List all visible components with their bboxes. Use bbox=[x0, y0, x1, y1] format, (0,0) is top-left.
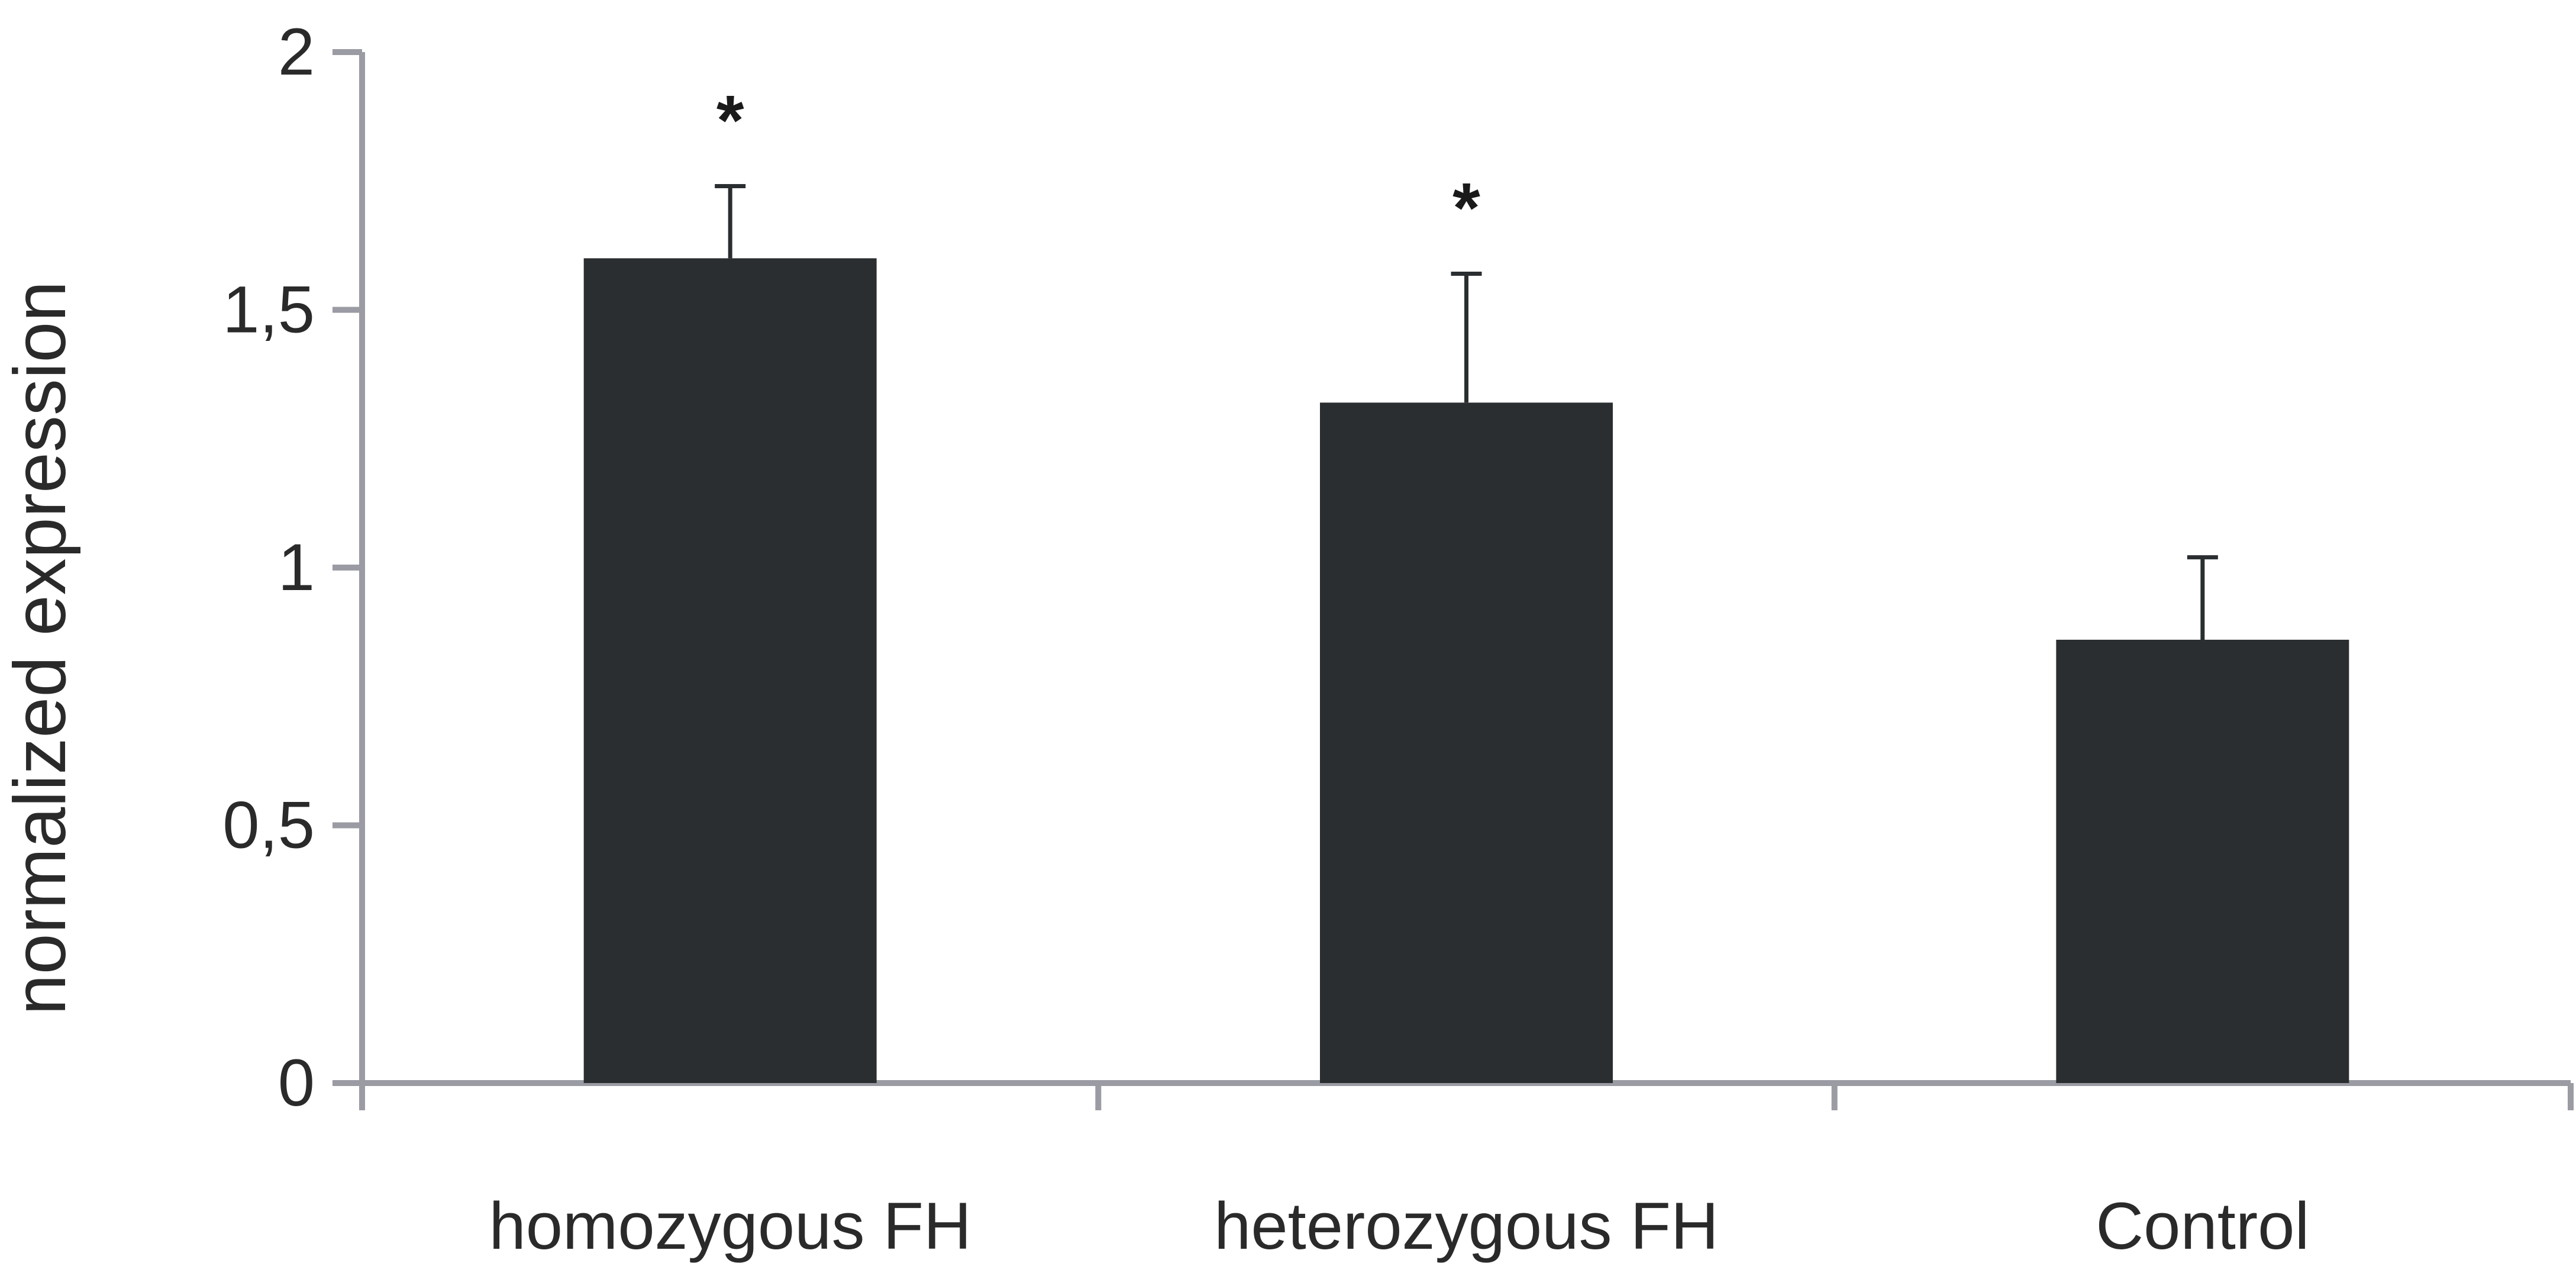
y-tick-label: 0,5 bbox=[222, 788, 315, 862]
x-category-label: heterozygous FH bbox=[1214, 1189, 1719, 1263]
bar bbox=[583, 258, 877, 1083]
bars bbox=[583, 183, 2349, 1083]
y-tick-label: 1 bbox=[278, 530, 315, 604]
significance-marker: * bbox=[716, 80, 744, 160]
bar bbox=[2056, 639, 2349, 1083]
x-category-label: homozygous FH bbox=[489, 1189, 971, 1263]
y-tick-label: 0 bbox=[278, 1046, 315, 1120]
significance-marker: * bbox=[1452, 169, 1480, 248]
y-tick-label: 2 bbox=[278, 15, 315, 89]
y-axis-title: normalized expression bbox=[0, 281, 81, 1016]
bar bbox=[1320, 402, 1613, 1083]
y-tick-label: 1,5 bbox=[222, 273, 315, 347]
labels: 0 0,5 1 1,5 2 * homozygous FH * heterozygous FH C… bbox=[222, 15, 2309, 1263]
x-category-label: Control bbox=[2096, 1189, 2309, 1263]
